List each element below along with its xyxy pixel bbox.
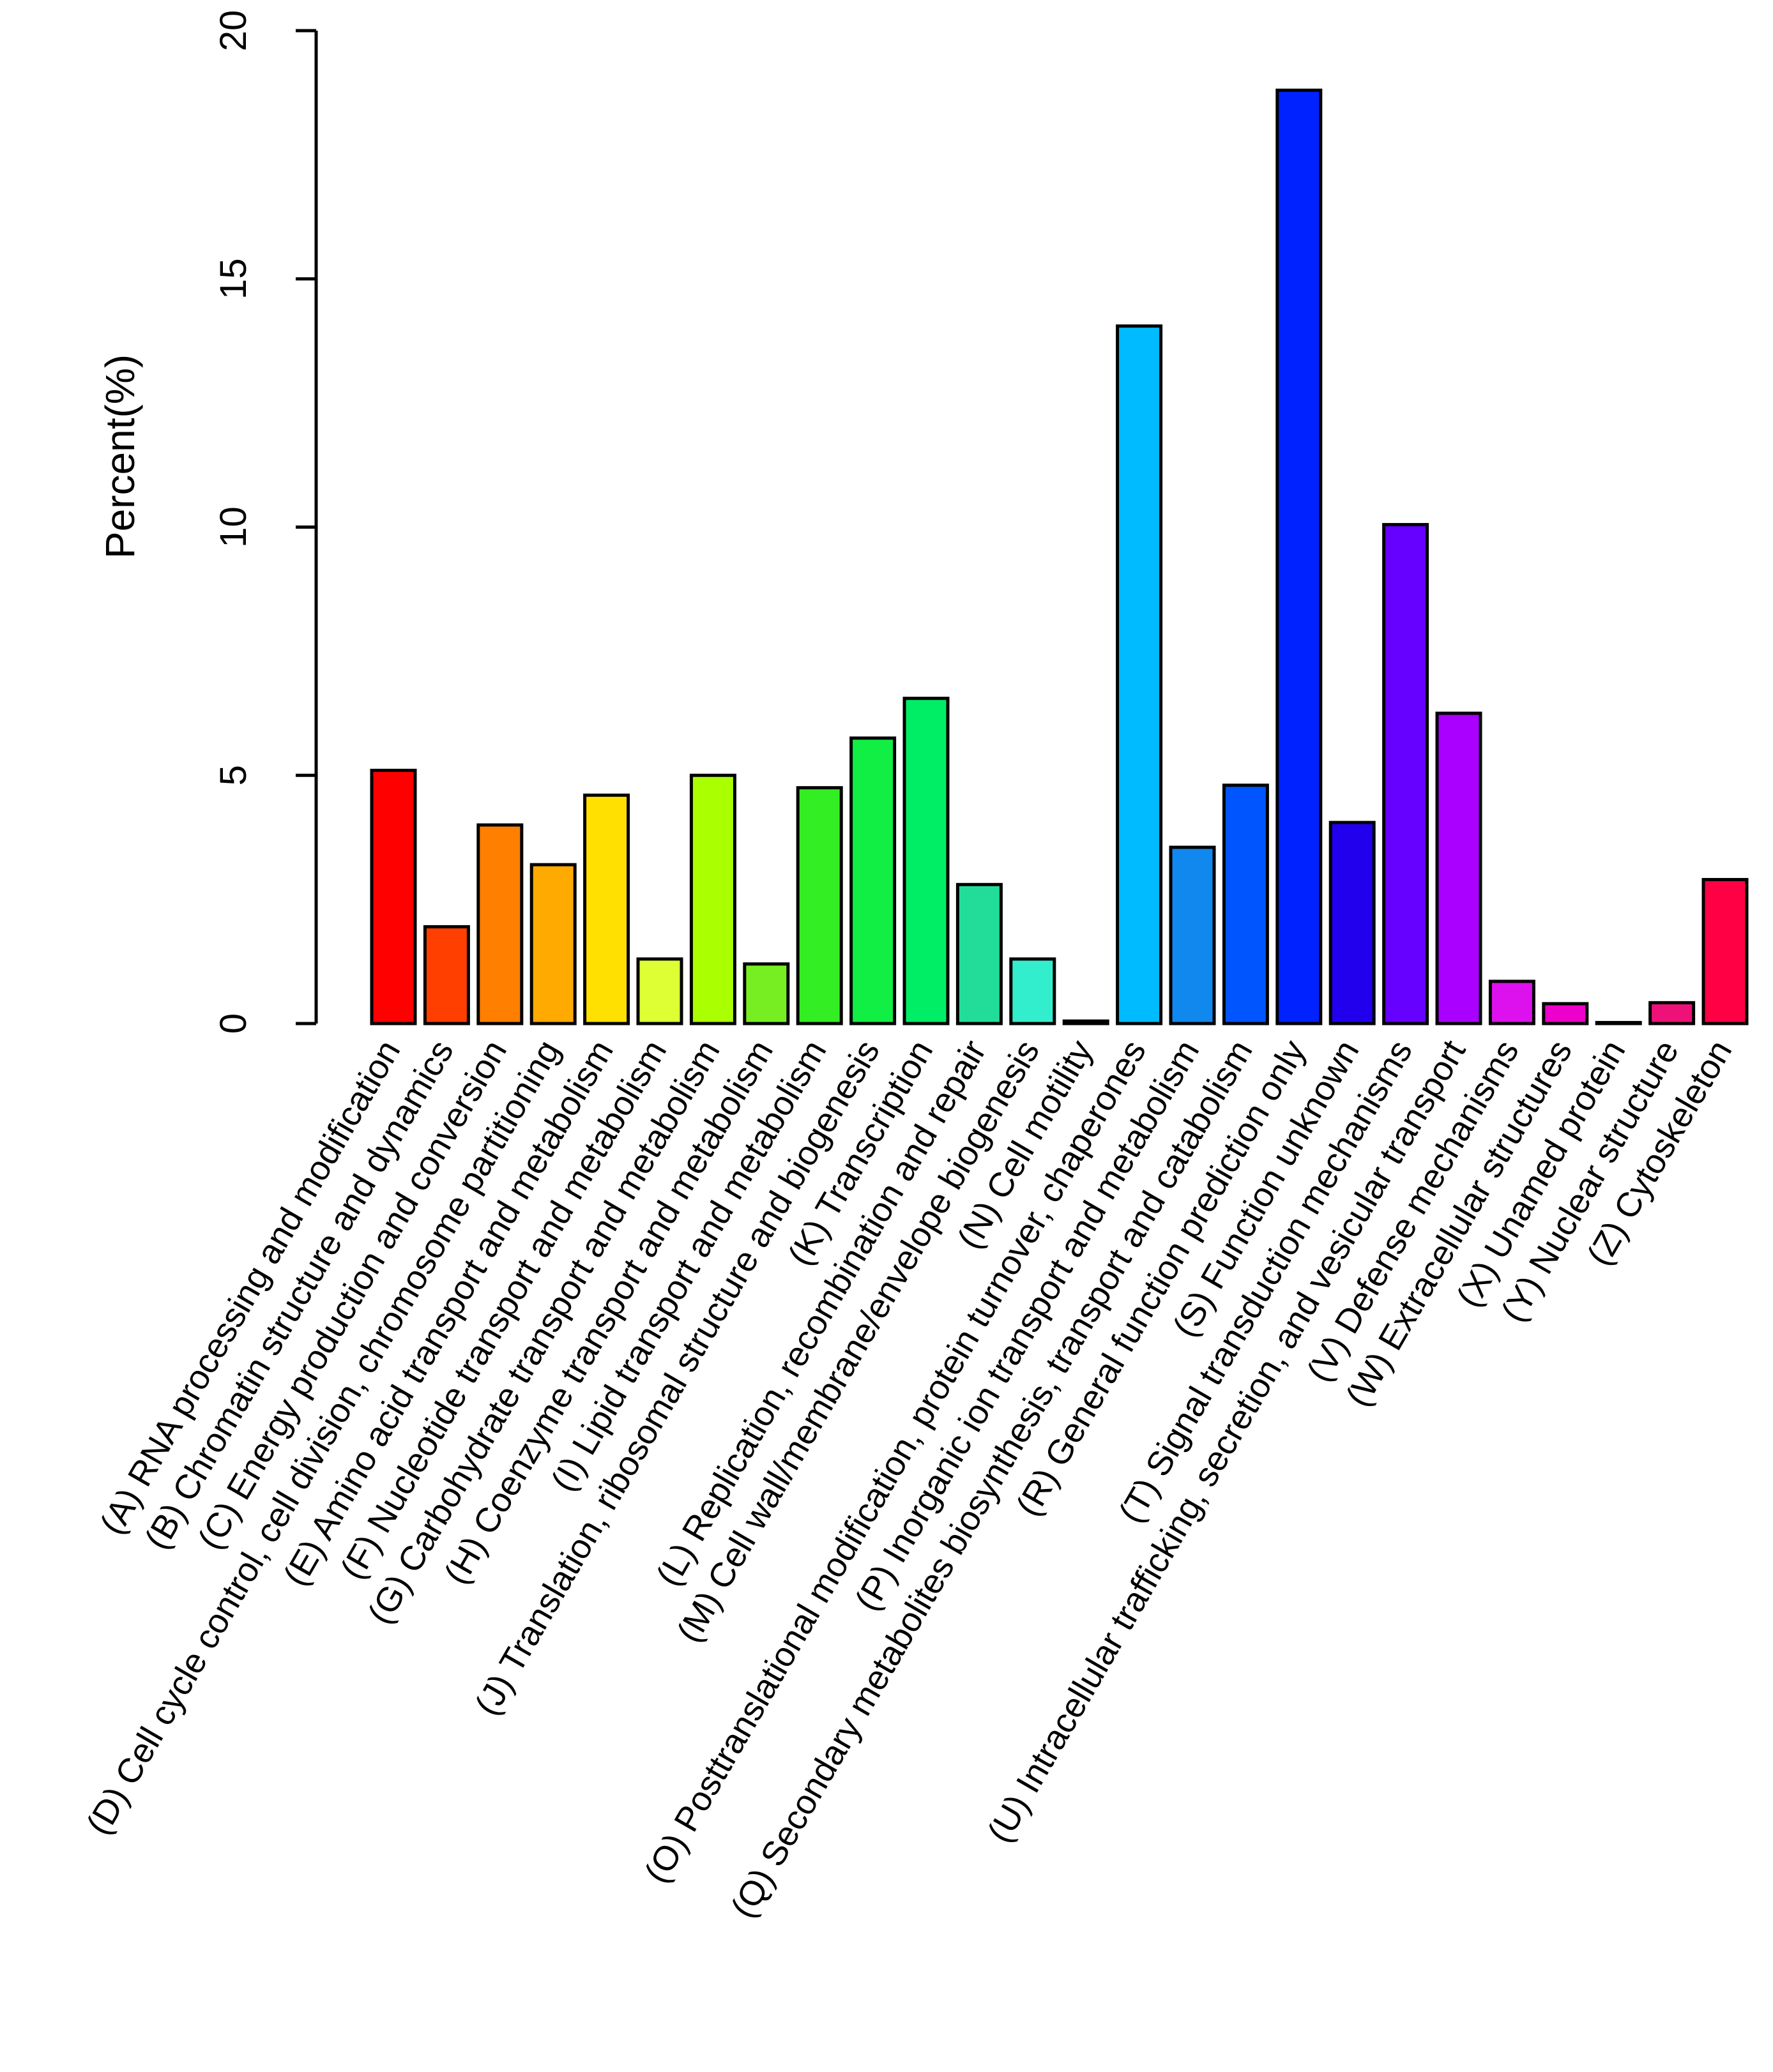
- bar: [370, 768, 417, 1025]
- bar: [423, 925, 470, 1025]
- bar: [1009, 957, 1056, 1025]
- bar: [1382, 523, 1429, 1025]
- bar: [636, 957, 683, 1025]
- bar: [1222, 783, 1269, 1025]
- bar: [476, 823, 524, 1025]
- bar: [1328, 820, 1376, 1025]
- bar: [1062, 1019, 1109, 1025]
- y-axis-title: Percent(%): [97, 354, 143, 559]
- bar: [1116, 324, 1163, 1025]
- bar: [1648, 1001, 1696, 1025]
- y-tick-label: 0: [213, 1013, 254, 1034]
- bar: [849, 736, 897, 1025]
- y-tick-label: 5: [213, 765, 254, 785]
- bar: [689, 773, 736, 1025]
- y-tick-label: 10: [213, 506, 254, 548]
- bar: [529, 863, 577, 1025]
- y-axis: 0 5 10 15 20: [213, 10, 318, 1034]
- bar: [583, 793, 630, 1025]
- bar: [1488, 979, 1535, 1025]
- bar: [1169, 845, 1216, 1025]
- bars: [370, 88, 1749, 1025]
- bar: [743, 962, 790, 1025]
- bar: [796, 786, 843, 1025]
- bar: [1275, 88, 1323, 1025]
- bar: [955, 882, 1003, 1025]
- bar: [1542, 1002, 1589, 1025]
- y-tick-label: 15: [213, 258, 254, 299]
- bar: [1701, 878, 1749, 1025]
- bar: [902, 697, 950, 1025]
- y-tick-label: 20: [213, 10, 254, 52]
- bar: [1435, 711, 1482, 1025]
- bar: [1595, 1020, 1642, 1025]
- category-labels: (A) RNA processing and modification(B) C…: [79, 1034, 1740, 1925]
